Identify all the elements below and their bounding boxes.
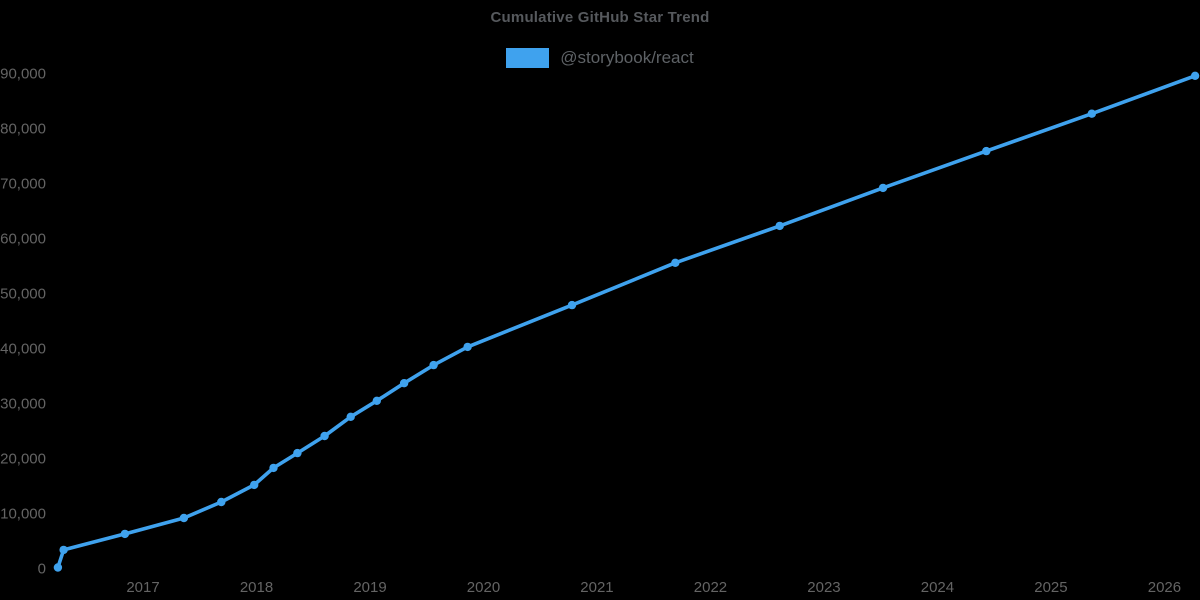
x-tick-label: 2021 [580, 579, 613, 596]
data-point-marker [179, 513, 189, 523]
data-point-marker [878, 183, 888, 193]
x-tick-label: 2025 [1034, 579, 1067, 596]
x-tick-label: 2026 [1148, 579, 1181, 596]
y-tick-label: 90,000 [0, 66, 46, 83]
y-tick-label: 10,000 [0, 506, 46, 523]
chart-title: Cumulative GitHub Star Trend [490, 9, 710, 26]
data-point-marker [463, 342, 472, 352]
y-tick-label: 70,000 [0, 176, 46, 193]
data-point-marker [293, 448, 302, 458]
data-point-marker [53, 563, 63, 572]
data-point-marker [320, 431, 329, 441]
data-point-marker [269, 463, 278, 473]
x-tick-label: 2022 [694, 579, 727, 596]
data-point-marker [1087, 109, 1097, 118]
data-point-marker [217, 497, 226, 507]
y-tick-label: 30,000 [0, 396, 46, 413]
y-tick-label: 80,000 [0, 121, 46, 138]
x-tick-label: 2023 [807, 579, 840, 596]
legend-label: @storybook/react [560, 48, 694, 67]
legend-item-storybook-react[interactable]: @storybook/react [506, 48, 694, 68]
x-tick-label: 2024 [921, 579, 954, 596]
data-point-marker [399, 379, 409, 388]
data-point-marker [775, 221, 784, 231]
y-tick-label: 50,000 [0, 286, 46, 303]
x-tick-label: 2020 [467, 579, 500, 596]
data-point-marker [59, 545, 68, 555]
x-tick-label: 2018 [240, 579, 273, 596]
data-point-marker [671, 258, 680, 267]
data-point-marker [372, 396, 381, 405]
series-line [56, 74, 1197, 570]
chart-legend: @storybook/react [0, 48, 1200, 68]
legend-swatch-icon [506, 48, 550, 68]
data-point-marker [429, 360, 438, 370]
y-tick-label: 60,000 [0, 231, 46, 248]
data-point-marker [250, 480, 259, 490]
x-tick-label: 2019 [353, 579, 386, 596]
data-point-marker [1190, 71, 1200, 81]
x-tick-label: 2017 [126, 579, 159, 596]
y-tick-label: 0 [38, 561, 46, 578]
y-tick-label: 20,000 [0, 451, 46, 468]
data-point-marker [982, 146, 991, 156]
data-point-marker [120, 529, 130, 539]
y-tick-label: 40,000 [0, 341, 46, 358]
data-point-marker [346, 412, 355, 421]
data-point-marker [567, 300, 577, 310]
